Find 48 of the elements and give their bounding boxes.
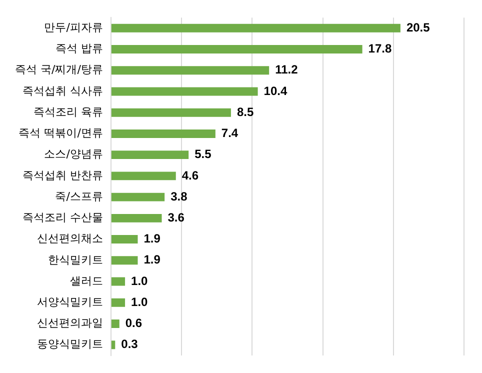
data-label: 3.8 xyxy=(170,189,188,204)
bar xyxy=(111,340,116,350)
y-tick-label: 즉석 떡볶이/면류 xyxy=(18,126,103,140)
bar xyxy=(111,235,138,244)
bar xyxy=(111,298,126,307)
y-tick-label: 즉석 밥류 xyxy=(55,42,103,56)
bar xyxy=(111,66,270,75)
y-tick-label: 즉석섭취 식사류 xyxy=(22,84,103,98)
bar xyxy=(111,192,165,202)
data-label: 4.6 xyxy=(182,168,199,182)
data-label: 5.5 xyxy=(194,147,212,162)
y-tick-label: 서양식밀키트 xyxy=(36,295,103,308)
bar xyxy=(111,45,362,54)
y-tick-label: 즉석 국/찌개/탕류 xyxy=(14,63,103,76)
y-tick-label: 죽/스프류 xyxy=(55,190,103,203)
bar xyxy=(111,277,126,286)
y-tick-label: 즉석섭취 반찬류 xyxy=(22,168,103,182)
bar xyxy=(111,214,162,222)
bar xyxy=(111,256,138,265)
y-tick-label: 동양식밀키트 xyxy=(36,338,103,351)
bar xyxy=(111,87,258,96)
data-label: 0.3 xyxy=(121,337,138,352)
y-tick-label: 만두/피자류 xyxy=(44,21,103,34)
data-label: 3.6 xyxy=(168,210,185,224)
data-label: 1.9 xyxy=(144,252,161,267)
y-tick-label: 신선편의채소 xyxy=(36,232,103,246)
y-tick-label: 한식밀키트 xyxy=(48,253,103,266)
data-label: 1.0 xyxy=(131,274,148,288)
data-label: 20.5 xyxy=(406,20,430,34)
y-tick-label: 즉석조리 수산물 xyxy=(22,211,103,224)
y-tick-label: 즉석조리 육류 xyxy=(33,105,103,118)
bar xyxy=(111,172,176,180)
data-label: 7.4 xyxy=(221,126,238,140)
bar xyxy=(111,24,400,32)
data-label: 1.0 xyxy=(131,294,148,309)
data-label: 17.8 xyxy=(368,42,392,56)
data-label: 1.9 xyxy=(144,232,161,246)
bar xyxy=(111,129,216,138)
bar xyxy=(111,150,189,160)
bar xyxy=(111,108,231,117)
y-tick-label: 샐러드 xyxy=(70,274,103,288)
data-label: 0.6 xyxy=(125,316,142,330)
data-label: 8.5 xyxy=(236,104,254,119)
y-tick-label: 소스/양념류 xyxy=(44,148,103,161)
data-label: 11.2 xyxy=(275,62,298,77)
data-label: 10.4 xyxy=(264,84,288,98)
y-tick-label: 신선편의과일 xyxy=(36,316,103,330)
bar xyxy=(111,320,120,328)
